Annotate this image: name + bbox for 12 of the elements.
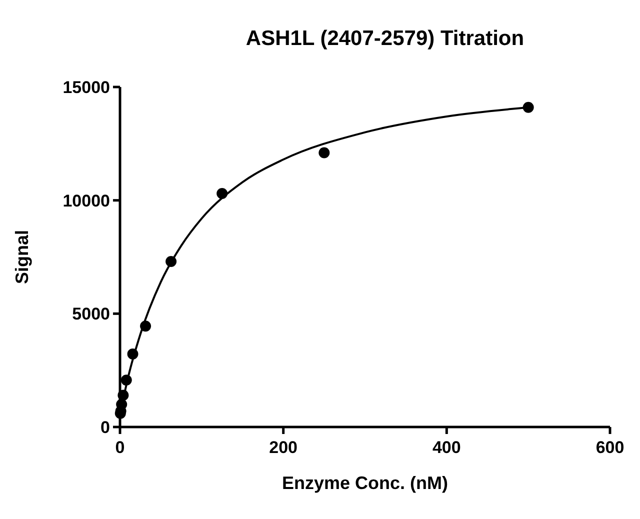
x-tick-label: 200: [269, 438, 298, 457]
chart-title: ASH1L (2407-2579) Titration: [246, 27, 524, 50]
x-tick-label: 400: [432, 438, 461, 457]
y-axis-title: Signal: [12, 230, 32, 284]
y-tick-label: 10000: [62, 191, 110, 210]
x-axis-title: Enzyme Conc. (nM): [282, 473, 448, 493]
point: [318, 147, 330, 158]
y-tick-label: 0: [100, 418, 110, 437]
x-tick-label: 0: [115, 438, 125, 457]
x-tick-label: 600: [596, 438, 624, 457]
y-tick-label: 15000: [62, 78, 110, 97]
y-tick-label: 5000: [72, 304, 110, 324]
